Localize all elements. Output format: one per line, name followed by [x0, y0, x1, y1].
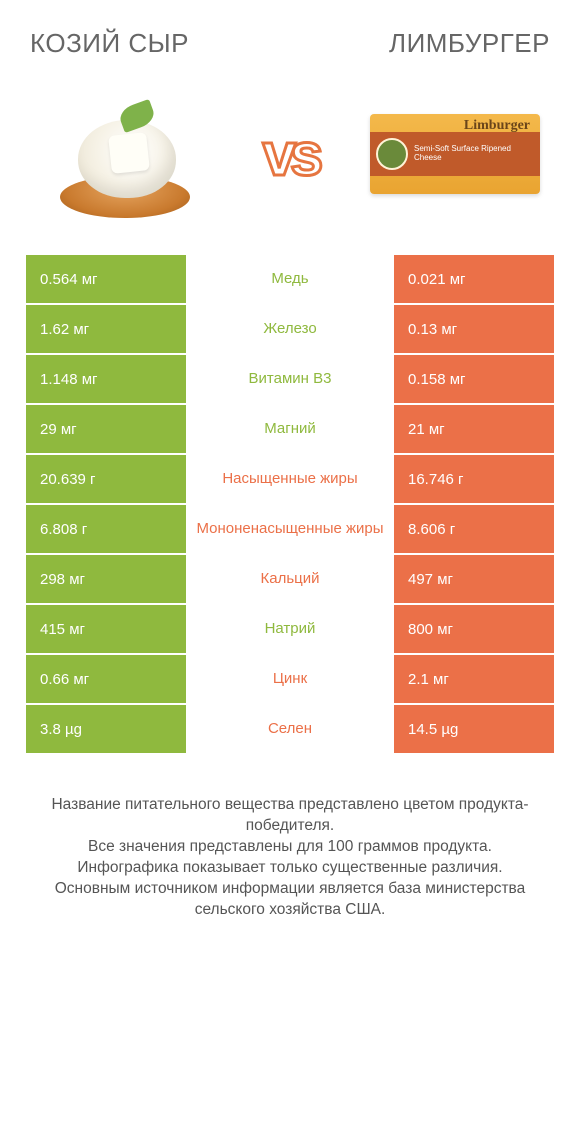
nutrient-name: Насыщенные жиры [186, 455, 394, 503]
value-left: 1.148 мг [26, 355, 186, 403]
value-left: 0.564 мг [26, 255, 186, 303]
table-row: 298 мгКальций497 мг [26, 555, 554, 605]
footer-line: Инфографика показывает только существенн… [28, 858, 552, 879]
comparison-header: КОЗИЙ СЫР ЛИМБУРГЕР [0, 0, 580, 69]
footer-note: Название питательного вещества представл… [0, 755, 580, 921]
nutrient-name: Цинк [186, 655, 394, 703]
table-row: 6.808 гМононенасыщенные жиры8.606 г [26, 505, 554, 555]
vs-row: vs Limburger Semi-Soft Surface Ripened C… [0, 69, 580, 255]
value-right: 21 мг [394, 405, 554, 453]
nutrient-name: Медь [186, 255, 394, 303]
product-left-image [30, 79, 220, 229]
nutrient-name: Витамин B3 [186, 355, 394, 403]
value-left: 0.66 мг [26, 655, 186, 703]
product-left-title: КОЗИЙ СЫР [30, 28, 189, 59]
value-left: 6.808 г [26, 505, 186, 553]
nutrient-name: Железо [186, 305, 394, 353]
nutrient-name: Кальций [186, 555, 394, 603]
value-left: 3.8 µg [26, 705, 186, 753]
value-left: 415 мг [26, 605, 186, 653]
footer-line: Основным источником информации является … [28, 879, 552, 921]
table-row: 0.564 мгМедь0.021 мг [26, 255, 554, 305]
table-row: 29 мгМагний21 мг [26, 405, 554, 455]
footer-line: Название питательного вещества представл… [28, 795, 552, 837]
value-right: 0.021 мг [394, 255, 554, 303]
value-right: 16.746 г [394, 455, 554, 503]
vs-badge: vs [263, 120, 318, 189]
value-right: 14.5 µg [394, 705, 554, 753]
value-right: 800 мг [394, 605, 554, 653]
nutrient-name: Натрий [186, 605, 394, 653]
table-row: 1.62 мгЖелезо0.13 мг [26, 305, 554, 355]
product-right-title: ЛИМБУРГЕР [389, 28, 550, 59]
table-row: 0.66 мгЦинк2.1 мг [26, 655, 554, 705]
product-right-image: Limburger Semi-Soft Surface Ripened Chee… [360, 79, 550, 229]
value-left: 20.639 г [26, 455, 186, 503]
nutrient-name: Магний [186, 405, 394, 453]
value-left: 29 мг [26, 405, 186, 453]
value-right: 0.158 мг [394, 355, 554, 403]
value-right: 8.606 г [394, 505, 554, 553]
nutrient-table: 0.564 мгМедь0.021 мг1.62 мгЖелезо0.13 мг… [0, 255, 580, 755]
table-row: 3.8 µgСелен14.5 µg [26, 705, 554, 755]
nutrient-name: Мононенасыщенные жиры [186, 505, 394, 553]
table-row: 1.148 мгВитамин B30.158 мг [26, 355, 554, 405]
table-row: 20.639 гНасыщенные жиры16.746 г [26, 455, 554, 505]
value-right: 2.1 мг [394, 655, 554, 703]
nutrient-name: Селен [186, 705, 394, 753]
table-row: 415 мгНатрий800 мг [26, 605, 554, 655]
value-left: 298 мг [26, 555, 186, 603]
limburger-subtext: Semi-Soft Surface Ripened Cheese [414, 145, 534, 163]
value-left: 1.62 мг [26, 305, 186, 353]
footer-line: Все значения представлены для 100 граммо… [28, 837, 552, 858]
value-right: 497 мг [394, 555, 554, 603]
medal-icon [376, 138, 408, 170]
value-right: 0.13 мг [394, 305, 554, 353]
